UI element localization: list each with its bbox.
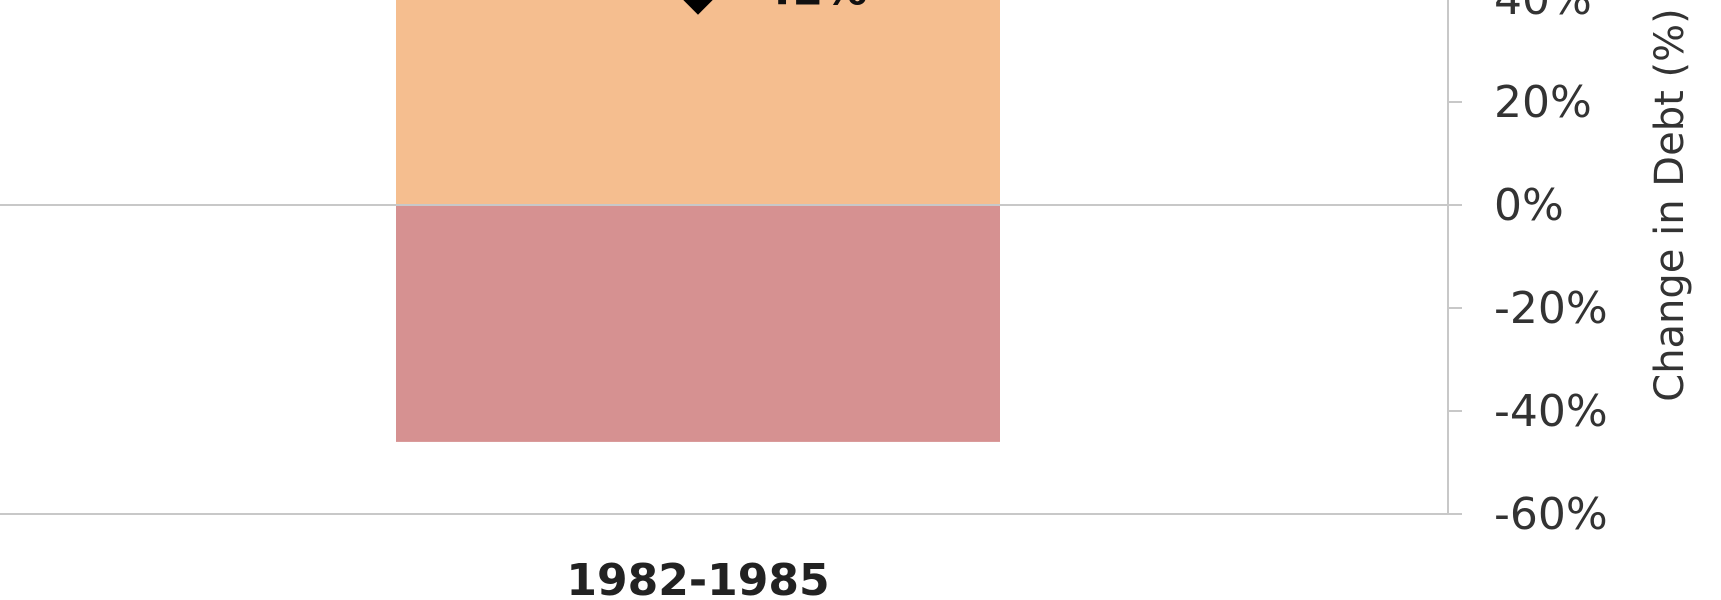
y-tick-label: -20% <box>1494 283 1608 334</box>
diamond-marker <box>683 0 713 15</box>
bars <box>0 0 1448 442</box>
y-axis-title: Change in Debt (%) <box>1647 8 1693 401</box>
y-tick-label: 20% <box>1494 77 1592 128</box>
y-tick-label: -60% <box>1494 489 1608 540</box>
y-tick-label: 0% <box>1494 180 1564 231</box>
y-tick-label: 40% <box>1494 0 1592 25</box>
data-label: 42% <box>762 0 867 16</box>
y-tick-labels: 40% 20% 0% -20% -40% -60% <box>1448 0 1608 540</box>
category-label: 1982-1985 <box>566 555 829 600</box>
bar-negative <box>396 205 1000 442</box>
value-marker: 42% <box>683 0 867 16</box>
y-tick-label: -40% <box>1494 386 1608 437</box>
bar-positive <box>396 0 1000 206</box>
